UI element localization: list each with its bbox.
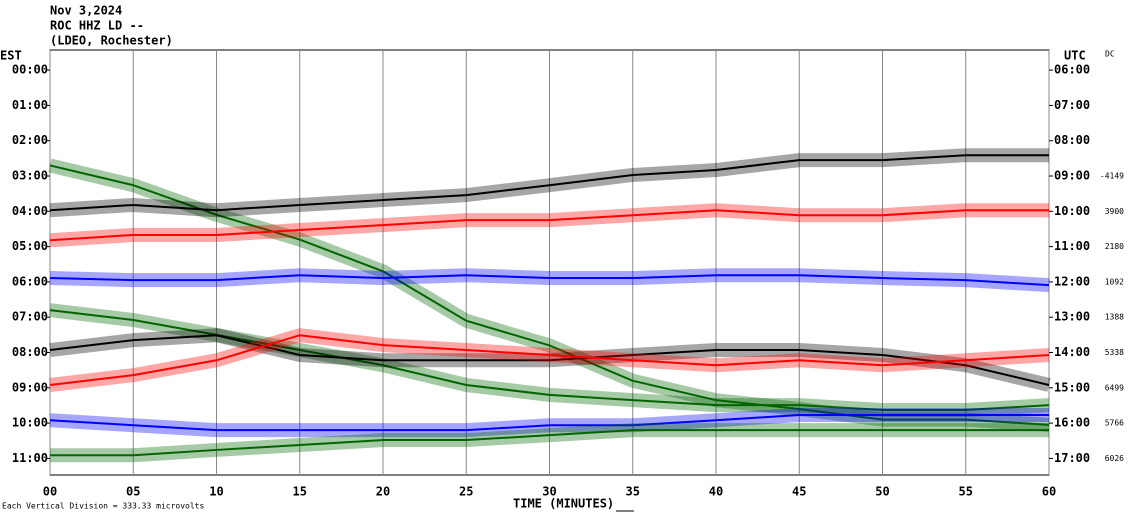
y2-tick-label: 15:00 <box>1054 380 1090 394</box>
dc-value: 3900 <box>1105 207 1124 216</box>
y2-tick-label: 08:00 <box>1054 133 1090 147</box>
y2-tick-label: 14:00 <box>1054 345 1090 359</box>
x-tick-label: 05 <box>126 485 140 499</box>
x-tick-label: 35 <box>626 485 640 499</box>
footnote: Each Vertical Division = 333.33 microvol… <box>2 502 204 511</box>
x-tick-label: 00 <box>43 485 57 499</box>
y2-tick-label: 13:00 <box>1054 310 1090 324</box>
y-tick-label: 10:00 <box>12 416 48 430</box>
y2-tick-label: 10:00 <box>1054 204 1090 218</box>
y2-tick-label: 16:00 <box>1054 416 1090 430</box>
dc-value: 6026 <box>1105 454 1124 463</box>
dc-value: 2180 <box>1105 242 1124 251</box>
title-line: ROC HHZ LD -- <box>50 19 144 33</box>
x-tick-label: 30 <box>542 485 556 499</box>
x-tick-label: 15 <box>293 485 307 499</box>
dc-value: 5766 <box>1105 419 1124 428</box>
trace <box>49 154 1049 212</box>
trace <box>49 334 1050 386</box>
y2-tick-label: 07:00 <box>1054 98 1090 112</box>
x-tick-label: 25 <box>459 485 473 499</box>
trace <box>49 334 1050 386</box>
dc-value: 5338 <box>1105 348 1124 357</box>
title-line: (LDEO, Rochester) <box>50 34 173 48</box>
right-axis-label: UTC <box>1064 49 1086 63</box>
y2-tick-label: 17:00 <box>1054 451 1090 465</box>
trace <box>49 274 1050 287</box>
y2-tick-label: 09:00 <box>1054 169 1090 183</box>
y-tick-label: 06:00 <box>12 274 48 288</box>
x-tick-label: 50 <box>875 485 889 499</box>
trace <box>49 209 1049 242</box>
y-tick-label: 04:00 <box>12 204 48 218</box>
left-axis-label: EST <box>0 49 22 63</box>
x-tick-label: 20 <box>376 485 390 499</box>
dc-value: 6499 <box>1105 383 1124 392</box>
y-tick-label: 07:00 <box>12 310 48 324</box>
dc-value: 1092 <box>1105 277 1124 286</box>
dc-label: DC <box>1105 50 1115 59</box>
x-tick-label: 60 <box>1042 485 1056 499</box>
y-tick-label: 11:00 <box>12 451 48 465</box>
y-tick-label: 05:00 <box>12 239 48 253</box>
dc-value: -4149 <box>1100 172 1124 181</box>
y-tick-label: 00:00 <box>12 63 48 77</box>
y2-tick-label: 12:00 <box>1054 274 1090 288</box>
y2-tick-label: 06:00 <box>1054 63 1090 77</box>
trace <box>49 164 1050 426</box>
x-axis-label: TIME (MINUTES) <box>513 497 614 511</box>
y-tick-label: 01:00 <box>12 98 48 112</box>
y-tick-label: 08:00 <box>12 345 48 359</box>
y-tick-label: 02:00 <box>12 133 48 147</box>
title-line: Nov 3,2024 <box>50 4 122 18</box>
y-tick-label: 09:00 <box>12 380 48 394</box>
y-tick-label: 03:00 <box>12 169 48 183</box>
x-tick-label: 10 <box>209 485 223 499</box>
y2-tick-label: 11:00 <box>1054 239 1090 253</box>
dc-value: 1388 <box>1105 313 1124 322</box>
trace <box>50 429 1049 457</box>
x-tick-label: 55 <box>959 485 973 499</box>
x-tick-label: 40 <box>709 485 723 499</box>
x-tick-label: 45 <box>792 485 806 499</box>
trace <box>49 413 1049 432</box>
